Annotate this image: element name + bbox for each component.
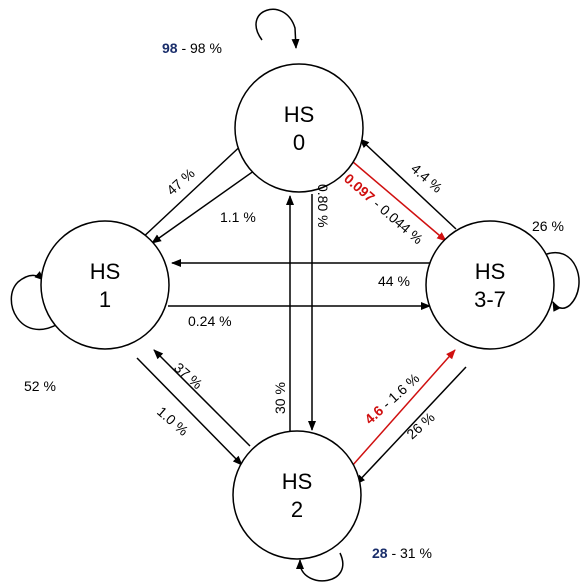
nodes: HS 0 HS 1 HS 3-7 HS 2 [40, 63, 555, 560]
edge-label: 4.6 - 1.6 % [361, 370, 422, 427]
edge-label: 98 - 98 % [162, 40, 222, 56]
highlight: 98 [162, 40, 178, 56]
label: - 98 % [181, 40, 221, 56]
node-label: HS [282, 469, 313, 494]
edge-label: 0.097 - 0.044 % [341, 170, 426, 247]
edge-label: 44 % [378, 273, 410, 289]
edge-label: 47 % [163, 165, 197, 198]
label: - 31 % [391, 545, 431, 561]
highlight: 4.6 [361, 402, 386, 427]
node-label: HS [284, 102, 315, 127]
edge-label: 37 % [171, 359, 206, 392]
edge-label: 52 % [24, 378, 56, 394]
edge-label: 28 - 31 % [372, 545, 432, 561]
highlight: 28 [372, 545, 388, 561]
edge-label: 4.4 % [408, 160, 446, 196]
node-label: HS [475, 259, 506, 284]
node-label: 2 [291, 497, 303, 522]
edge-label: 0.24 % [188, 313, 232, 329]
edge-label: 30 % [272, 382, 288, 414]
node-label: 1 [99, 287, 111, 312]
arrows [10, 8, 580, 582]
highlight: 0.097 [341, 170, 378, 205]
label: - 1.6 % [379, 370, 423, 412]
edge-label: 26 % [403, 409, 437, 442]
node-label: HS [90, 259, 121, 284]
edge-label: 0.80 % [315, 184, 331, 228]
node-label: 0 [293, 130, 305, 155]
node-label: 3-7 [474, 287, 506, 312]
label: - 0.044 % [370, 196, 426, 247]
edge-label: 1.1 % [220, 209, 256, 225]
edge-label: 26 % [532, 218, 564, 234]
